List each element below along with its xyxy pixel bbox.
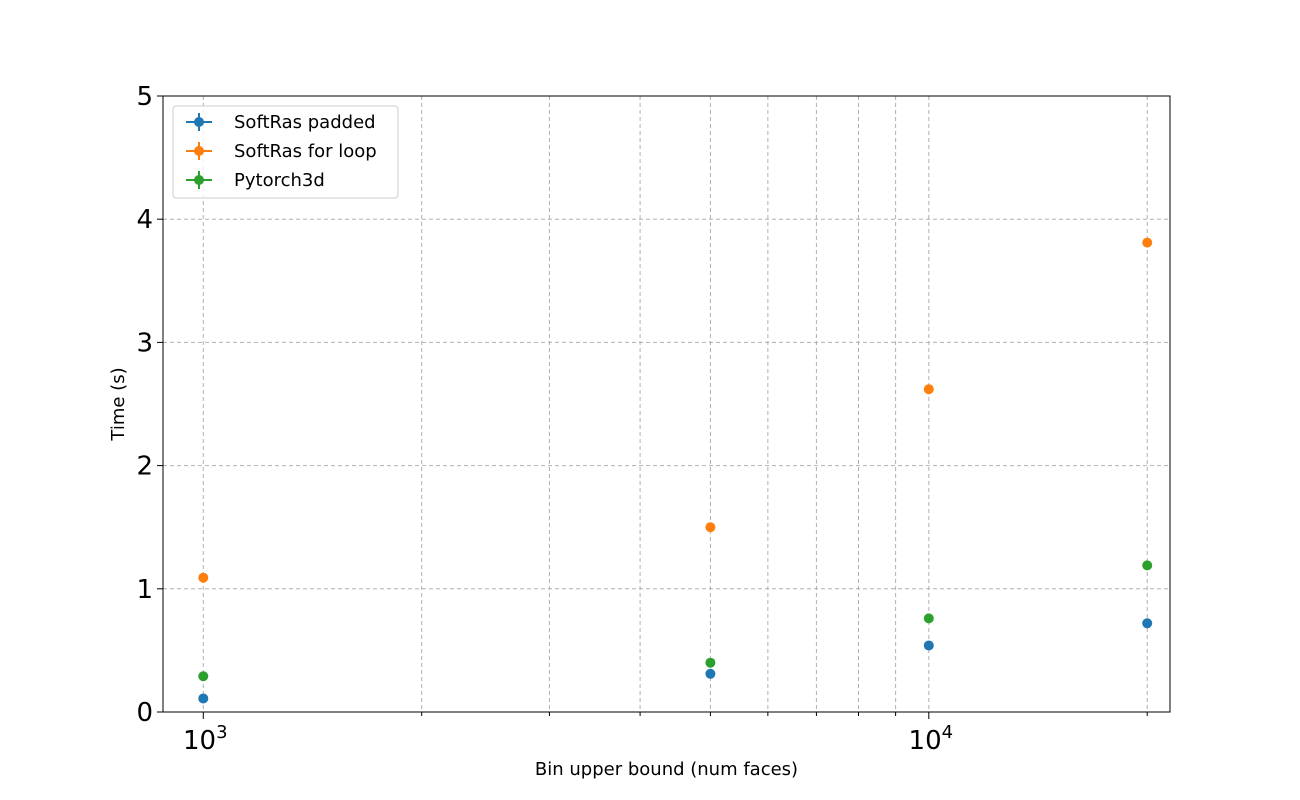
legend-item: SoftRas padded <box>186 112 376 133</box>
x-tick-label: 103 <box>183 722 228 756</box>
data-point <box>198 572 209 583</box>
legend-label: SoftRas padded <box>234 112 376 133</box>
data-point <box>705 668 716 679</box>
x-tick-exponent: 4 <box>942 722 953 743</box>
series-2 <box>198 560 1153 682</box>
data-point <box>1142 618 1153 629</box>
plot-frame <box>162 95 1171 713</box>
grid <box>163 95 1170 713</box>
series-1 <box>198 237 1153 583</box>
legend: SoftRas padded SoftRas for loop Pytorch3d <box>172 105 399 199</box>
x-tick-base: 10 <box>183 726 216 756</box>
x-tick-base: 10 <box>909 726 942 756</box>
data-points <box>198 237 1153 704</box>
y-tick-label: 1 <box>136 575 153 605</box>
y-tick-label: 4 <box>136 205 153 235</box>
legend-marker <box>194 146 204 156</box>
legend-marker <box>194 175 204 185</box>
data-point <box>923 640 934 651</box>
x-tick-label: 104 <box>909 722 954 756</box>
y-tick-label: 2 <box>136 452 153 482</box>
y-tick-label: 5 <box>136 82 153 112</box>
y-tick-label: 3 <box>136 328 153 358</box>
legend-item: SoftRas for loop <box>186 141 377 162</box>
data-point <box>923 613 934 624</box>
data-point <box>705 522 716 533</box>
x-tick-exponent: 3 <box>216 722 227 743</box>
y-tick-label: 0 <box>136 698 153 728</box>
series-0 <box>198 618 1153 704</box>
data-point <box>1142 560 1153 571</box>
data-point <box>705 657 716 668</box>
legend-label: Pytorch3d <box>234 170 325 191</box>
legend-label: SoftRas for loop <box>234 141 377 162</box>
legend-box <box>172 105 399 199</box>
x-axis-label: Bin upper bound (num faces) <box>535 759 798 780</box>
y-axis-label: Time (s) <box>108 367 129 441</box>
data-point <box>198 671 209 682</box>
legend-item: Pytorch3d <box>186 170 325 191</box>
legend-marker <box>194 117 204 127</box>
data-point <box>1142 237 1153 248</box>
data-point <box>923 384 934 395</box>
data-point <box>198 693 209 704</box>
